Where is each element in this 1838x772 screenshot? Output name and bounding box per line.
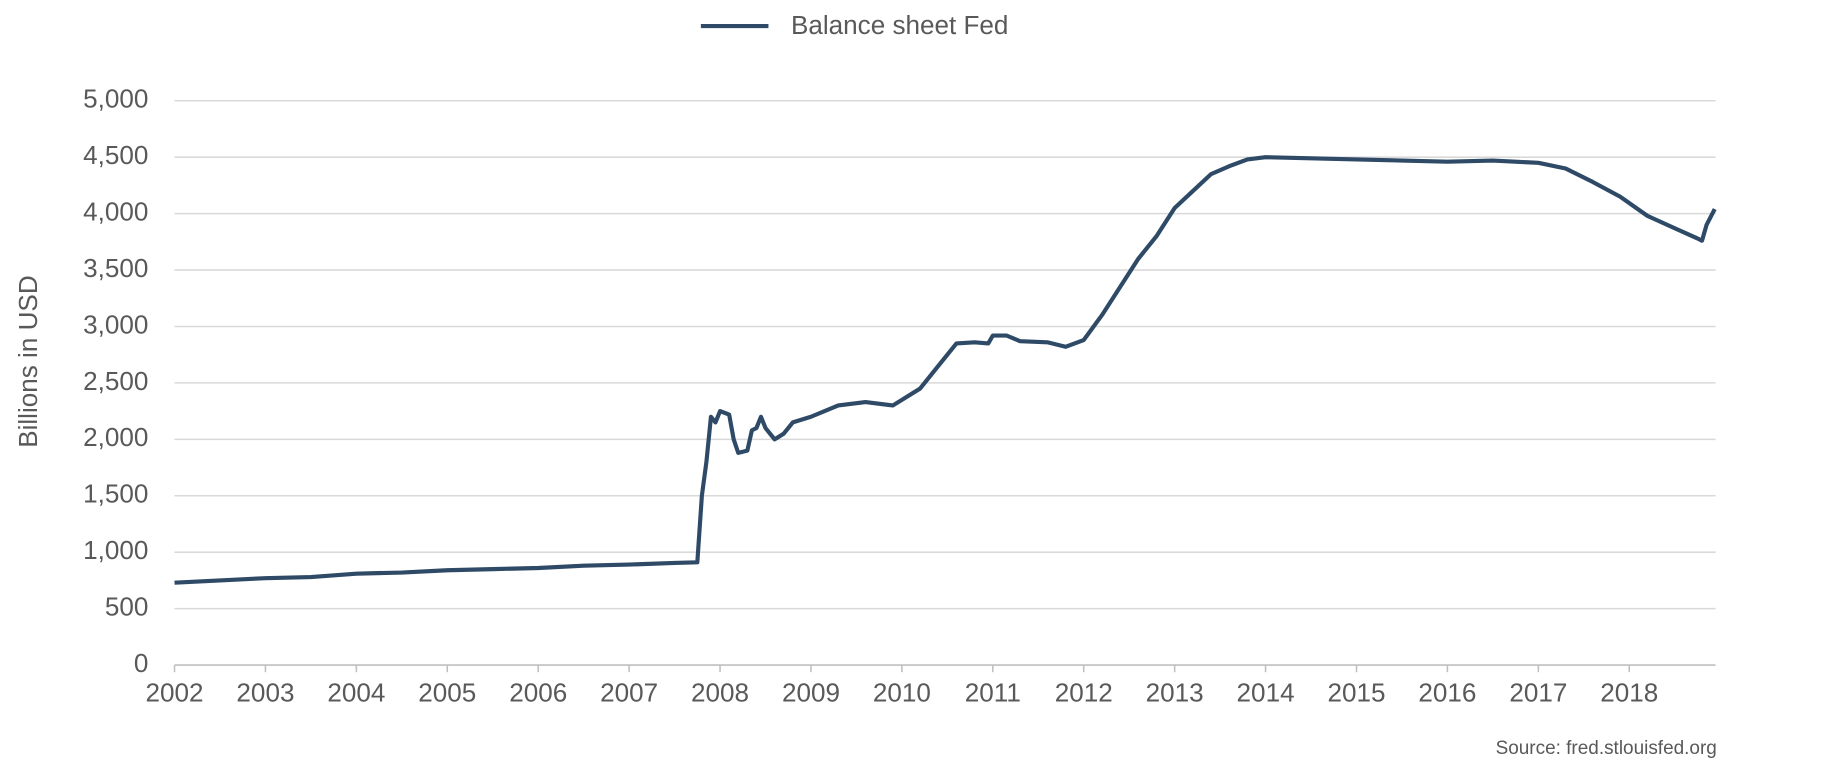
x-tick-label: 2003 — [236, 678, 294, 708]
y-tick-label: 3,500 — [83, 253, 148, 283]
y-tick-label: 4,000 — [83, 197, 148, 227]
x-tick-label: 2015 — [1327, 678, 1385, 708]
x-tick-label: 2005 — [418, 678, 476, 708]
x-tick-label: 2017 — [1509, 678, 1567, 708]
x-tick-label: 2008 — [691, 678, 749, 708]
x-tick-label: 2010 — [873, 678, 931, 708]
legend-label: Balance sheet Fed — [791, 10, 1008, 40]
x-tick-label: 2009 — [782, 678, 840, 708]
x-tick-label: 2011 — [965, 678, 1021, 708]
data-line — [174, 155, 1717, 585]
x-tick-label: 2012 — [1055, 678, 1113, 708]
x-tick-label: 2002 — [146, 678, 204, 708]
x-tick-label: 2004 — [327, 678, 385, 708]
y-tick-label: 1,000 — [83, 535, 148, 565]
y-tick-label: 5,000 — [83, 84, 148, 114]
y-tick-label: 2,500 — [83, 366, 148, 396]
y-tick-label: 0 — [134, 648, 149, 678]
y-tick-label: 2,000 — [83, 422, 148, 452]
source-note: Source: fred.stlouisfed.org — [1496, 738, 1717, 759]
y-tick-label: 3,000 — [83, 309, 148, 339]
x-tick-label: 2018 — [1600, 678, 1658, 708]
y-tick-label: 500 — [105, 592, 149, 622]
x-tick-label: 2013 — [1146, 678, 1204, 708]
y-axis-label: Billions in USD — [13, 275, 43, 447]
x-tick-label: 2006 — [509, 678, 567, 708]
x-tick-label: 2007 — [600, 678, 658, 708]
y-tick-label: 1,500 — [83, 479, 148, 509]
y-tick-label: 4,500 — [83, 140, 148, 170]
x-tick-label: 2016 — [1418, 678, 1476, 708]
x-tick-label: 2014 — [1237, 678, 1295, 708]
